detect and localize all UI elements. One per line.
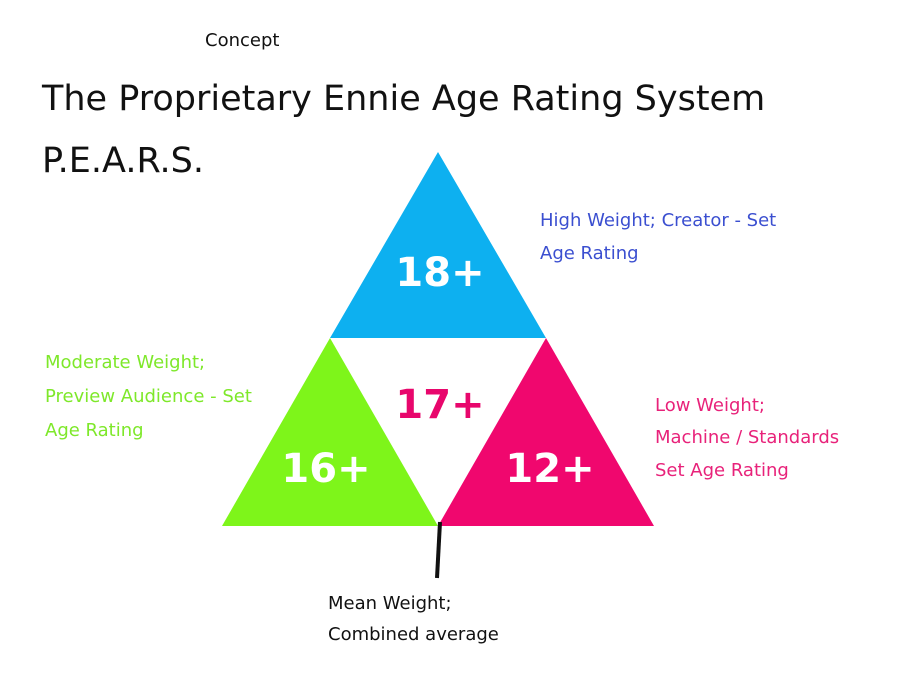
rating-label: 12+ <box>505 446 594 492</box>
annotation: Machine / Standards <box>655 427 839 448</box>
annotation: Mean Weight; <box>328 593 452 614</box>
annotation: Moderate Weight; <box>45 352 205 373</box>
triangle-left <box>222 338 438 526</box>
rating-label: 17+ <box>395 382 484 428</box>
annotation: Preview Audience - Set <box>45 386 252 407</box>
title: P.E.A.R.S. <box>42 141 204 181</box>
rating-label: 16+ <box>281 446 370 492</box>
triangle-right <box>438 338 654 526</box>
annotation: Low Weight; <box>655 395 765 416</box>
pointer-line <box>435 521 442 579</box>
concept-note: Concept <box>205 30 279 51</box>
rating-label: 18+ <box>395 250 484 296</box>
annotation: Age Rating <box>540 243 639 264</box>
annotation: Combined average <box>328 624 499 645</box>
annotation: Age Rating <box>45 420 144 441</box>
triangle-top <box>330 152 546 338</box>
title: The Proprietary Ennie Age Rating System <box>41 79 765 119</box>
annotation: High Weight; Creator - Set <box>540 210 776 231</box>
annotation: Set Age Rating <box>655 460 789 481</box>
